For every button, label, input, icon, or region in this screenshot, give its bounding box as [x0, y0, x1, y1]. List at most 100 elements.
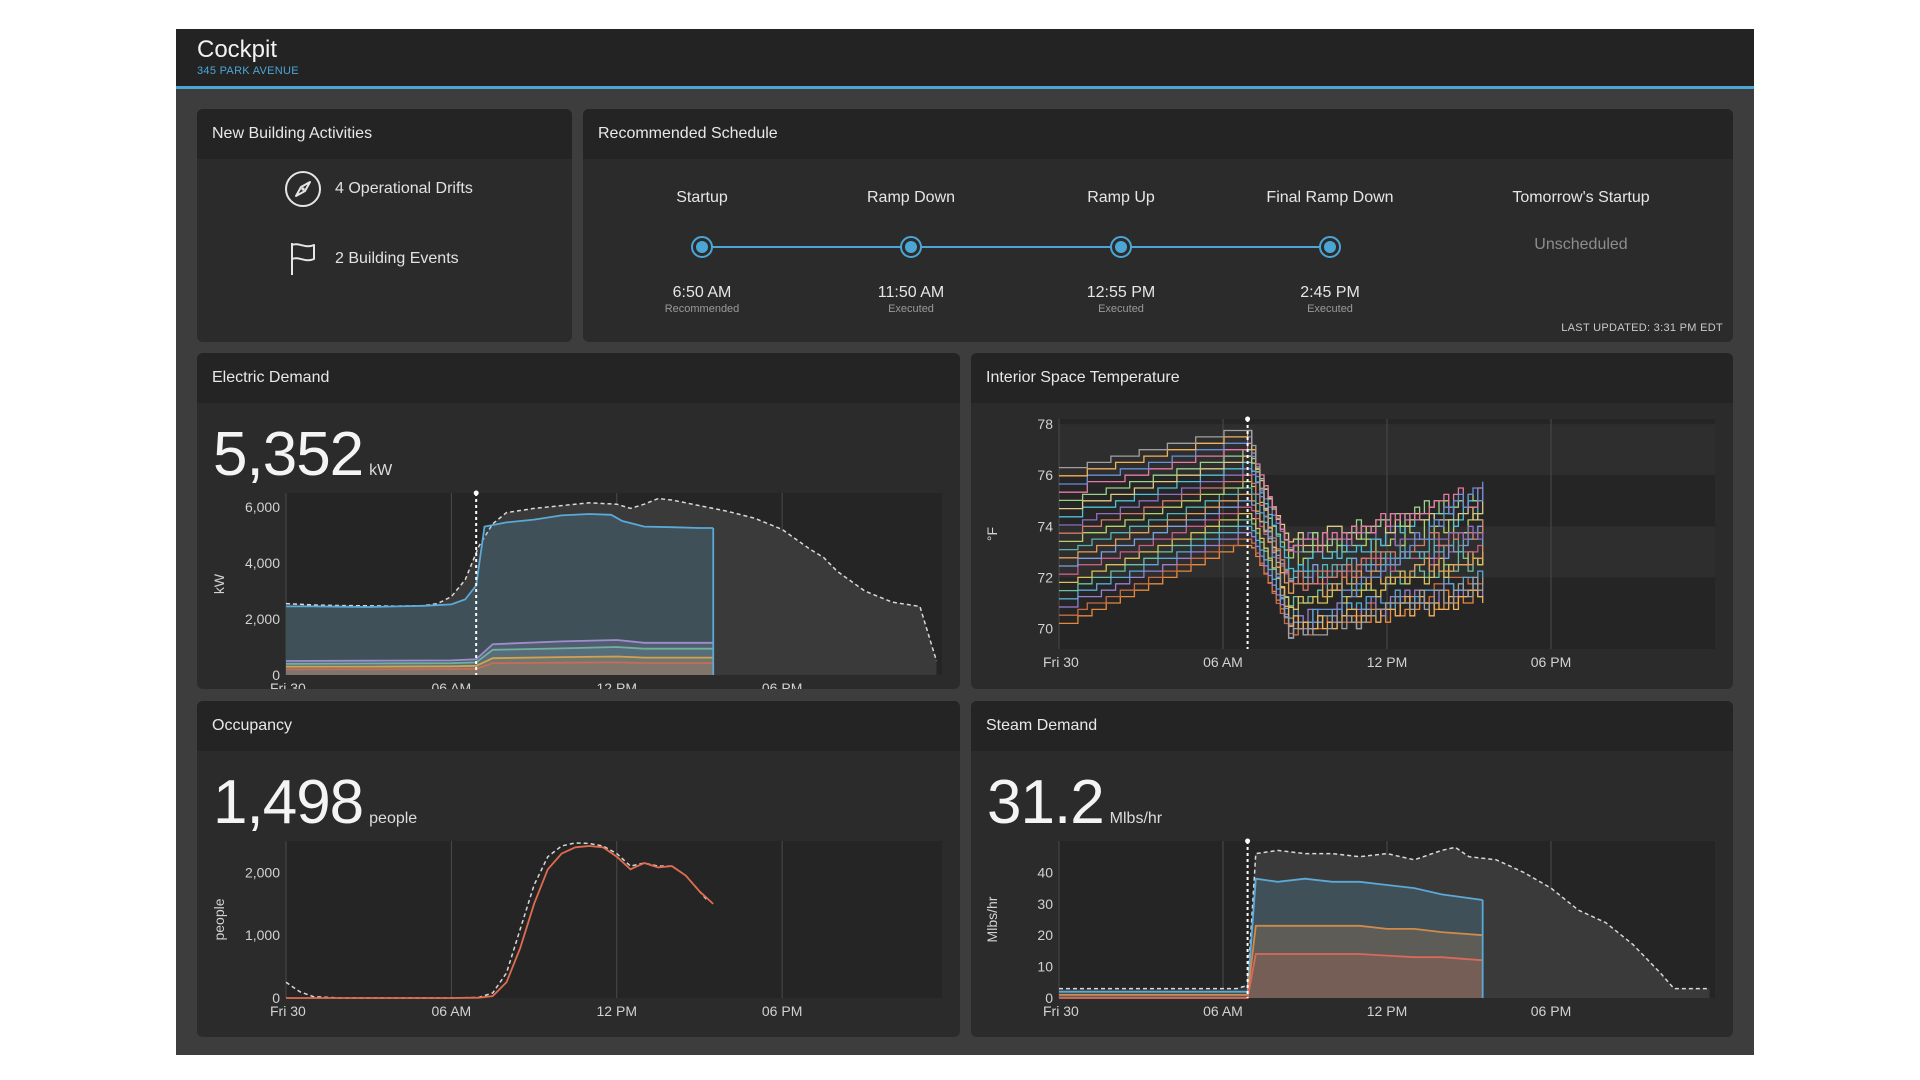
electric-x-tick-label: 06 AM: [432, 680, 472, 689]
temperature-zone-line-9: [1059, 487, 1484, 580]
startup-label: Startup: [676, 189, 728, 206]
temperature-y-tick-label: 72: [1037, 569, 1053, 585]
building-name: 345 PARK AVENUE: [197, 65, 299, 77]
occupancy-x-tick-label: 06 PM: [762, 1003, 802, 1019]
electric-x-tick-label: Fri 30: [270, 680, 306, 689]
temperature-zone-line-13: [1059, 461, 1483, 572]
activities-title: New Building Activities: [197, 109, 572, 159]
temperature-zone-line-5: [1059, 512, 1484, 611]
timeline-dot-startup[interactable]: [691, 236, 713, 258]
temperature-zone-line-12: [1059, 468, 1484, 553]
temperature-now-marker-dot: [1245, 416, 1251, 422]
occupancy-panel: Occupancy 1,498 people Fri 30 06 AM 12 PM 0…: [197, 701, 960, 1037]
steam-series-area-2: [1059, 954, 1483, 998]
temperature-y-tick-label: 70: [1037, 621, 1053, 637]
steam-series-line-2: [1059, 953, 1483, 999]
ramp-up-status: Executed: [1098, 303, 1144, 315]
temperature-panel: Interior Space Temperature Fri 30 06 AM 12…: [971, 353, 1733, 689]
electric-y-tick-label: 0: [272, 667, 280, 683]
ramp-up-time: 12:55 PM: [1086, 284, 1156, 301]
electric-demand-chart[interactable]: Fri 30 06 AM 12 PM 06 PM 6,000 4,000 2,000 0 kW: [197, 353, 960, 689]
electric-baseline-line: [285, 497, 938, 662]
occupancy-chart[interactable]: Fri 30 06 AM 12 PM 06 PM 2,000 1,000 0 people: [197, 701, 960, 1037]
electric-now-marker-dot: [473, 490, 479, 496]
occupancy-y-tick-label: 1,000: [245, 927, 280, 943]
final-ramp-down-status: Executed: [1307, 303, 1353, 315]
steam-demand-chart[interactable]: Fri 30 06 AM 12 PM 06 PM 40 30 20 10 0 Mlbs/hr: [971, 701, 1733, 1037]
steam-demand-unit: Mlbs/hr: [1109, 810, 1163, 827]
final-ramp-down-label: Final Ramp Down: [1266, 189, 1394, 206]
ramp-up-label: Ramp Up: [1087, 189, 1155, 206]
temperature-zone-line-2: [1059, 532, 1484, 630]
timeline-dot-final-ramp-down[interactable]: [1319, 236, 1341, 258]
temperature-y-tick-label: 78: [1037, 416, 1053, 432]
electric-series-area-0: [286, 514, 714, 675]
steam-y-tick-label: 0: [1045, 990, 1053, 1006]
flag-icon: [283, 239, 323, 279]
steam-demand-number: 31.2: [987, 768, 1105, 837]
tomorrow-startup-label: Tomorrow's Startup: [1512, 189, 1650, 206]
occupancy-x-tick-label: 12 PM: [597, 1003, 637, 1019]
temperature-y-axis-label: °F: [984, 527, 1000, 541]
ramp-down-time: 11:50 AM: [877, 284, 945, 301]
temperature-x-tick-label: 06 AM: [1203, 654, 1243, 670]
building-events-label: 2 Building Events: [335, 250, 459, 267]
occupancy-y-tick-label: 2,000: [245, 864, 280, 880]
electric-demand-unit: kW: [369, 462, 393, 479]
temperature-zone-line-16: [1059, 442, 1484, 553]
electric-x-tick-label: 12 PM: [597, 680, 637, 689]
steam-y-tick-label: 20: [1037, 927, 1053, 943]
steam-y-tick-label: 30: [1037, 896, 1053, 912]
operational-drifts-item[interactable]: 4 Operational Drifts: [283, 169, 473, 209]
occupancy-number: 1,498: [213, 768, 364, 837]
electric-series-line-1: [285, 639, 714, 662]
steam-demand-title: Steam Demand: [971, 701, 1733, 751]
temperature-zone-line-6: [1059, 506, 1484, 585]
occupancy-title: Occupancy: [197, 701, 960, 751]
temperature-x-tick-label: 06 PM: [1531, 654, 1571, 670]
building-events-item[interactable]: 2 Building Events: [283, 239, 459, 279]
timeline-dot-ramp-up[interactable]: [1110, 236, 1132, 258]
compass-icon: [283, 169, 323, 209]
occupancy-y-axis-label: people: [211, 898, 227, 940]
electric-demand-panel: Electric Demand 5,352 kW Fri 30 06 AM 12 P…: [197, 353, 960, 689]
steam-y-tick-label: 10: [1037, 959, 1053, 975]
electric-y-axis-label: kW: [211, 573, 227, 594]
electric-series-line-4: [286, 661, 714, 671]
temperature-x-tick-label: 12 PM: [1367, 654, 1407, 670]
steam-series-line-1: [1059, 924, 1483, 996]
electric-y-tick-label: 2,000: [245, 611, 280, 627]
electric-series-line-2: [285, 646, 714, 665]
timeline-dot-ramp-down[interactable]: [900, 236, 922, 258]
electric-demand-title: Electric Demand: [197, 353, 960, 403]
electric-y-tick-label: 6,000: [245, 499, 280, 515]
electric-series-area-3: [286, 656, 714, 675]
temperature-chart[interactable]: Fri 30 06 AM 12 PM 06 PM 78 76 74 72 70 °F: [971, 353, 1733, 689]
steam-x-tick-label: 06 AM: [1203, 1003, 1243, 1019]
electric-series-area-2: [286, 647, 714, 675]
temperature-zone-line-11: [1059, 474, 1484, 591]
app-title: Cockpit: [197, 36, 278, 63]
occupancy-x-tick-label: Fri 30: [270, 1003, 306, 1019]
steam-x-tick-label: Fri 30: [1043, 1003, 1079, 1019]
occupancy-unit: people: [369, 810, 418, 827]
steam-series-area-0: [1059, 878, 1483, 998]
temperature-y-tick-label: 76: [1037, 467, 1053, 483]
final-ramp-down-time: 2:45 PM: [1300, 284, 1360, 301]
temperature-zone-line-8: [1059, 493, 1484, 598]
electric-series-area-4: [286, 662, 714, 675]
tomorrow-startup-value: Unscheduled: [1534, 236, 1628, 253]
steam-y-tick-label: 40: [1037, 864, 1053, 880]
steam-series-area-1: [1059, 925, 1483, 998]
temperature-title: Interior Space Temperature: [971, 353, 1733, 403]
activities-panel: New Building Activities 4 Operational Dr…: [197, 109, 572, 342]
steam-baseline-area: [1059, 847, 1710, 998]
schedule-title: Recommended Schedule: [583, 109, 1733, 159]
schedule-panel: Recommended Schedule Startup 6:50 AM Rec…: [583, 109, 1733, 342]
temperature-x-tick-label: Fri 30: [1043, 654, 1079, 670]
operational-drifts-label: 4 Operational Drifts: [335, 180, 473, 197]
steam-x-tick-label: 12 PM: [1367, 1003, 1407, 1019]
temperature-zone-line-4: [1059, 519, 1484, 607]
steam-now-marker-dot: [1245, 838, 1251, 844]
electric-demand-value: 5,352 kW: [213, 419, 392, 490]
